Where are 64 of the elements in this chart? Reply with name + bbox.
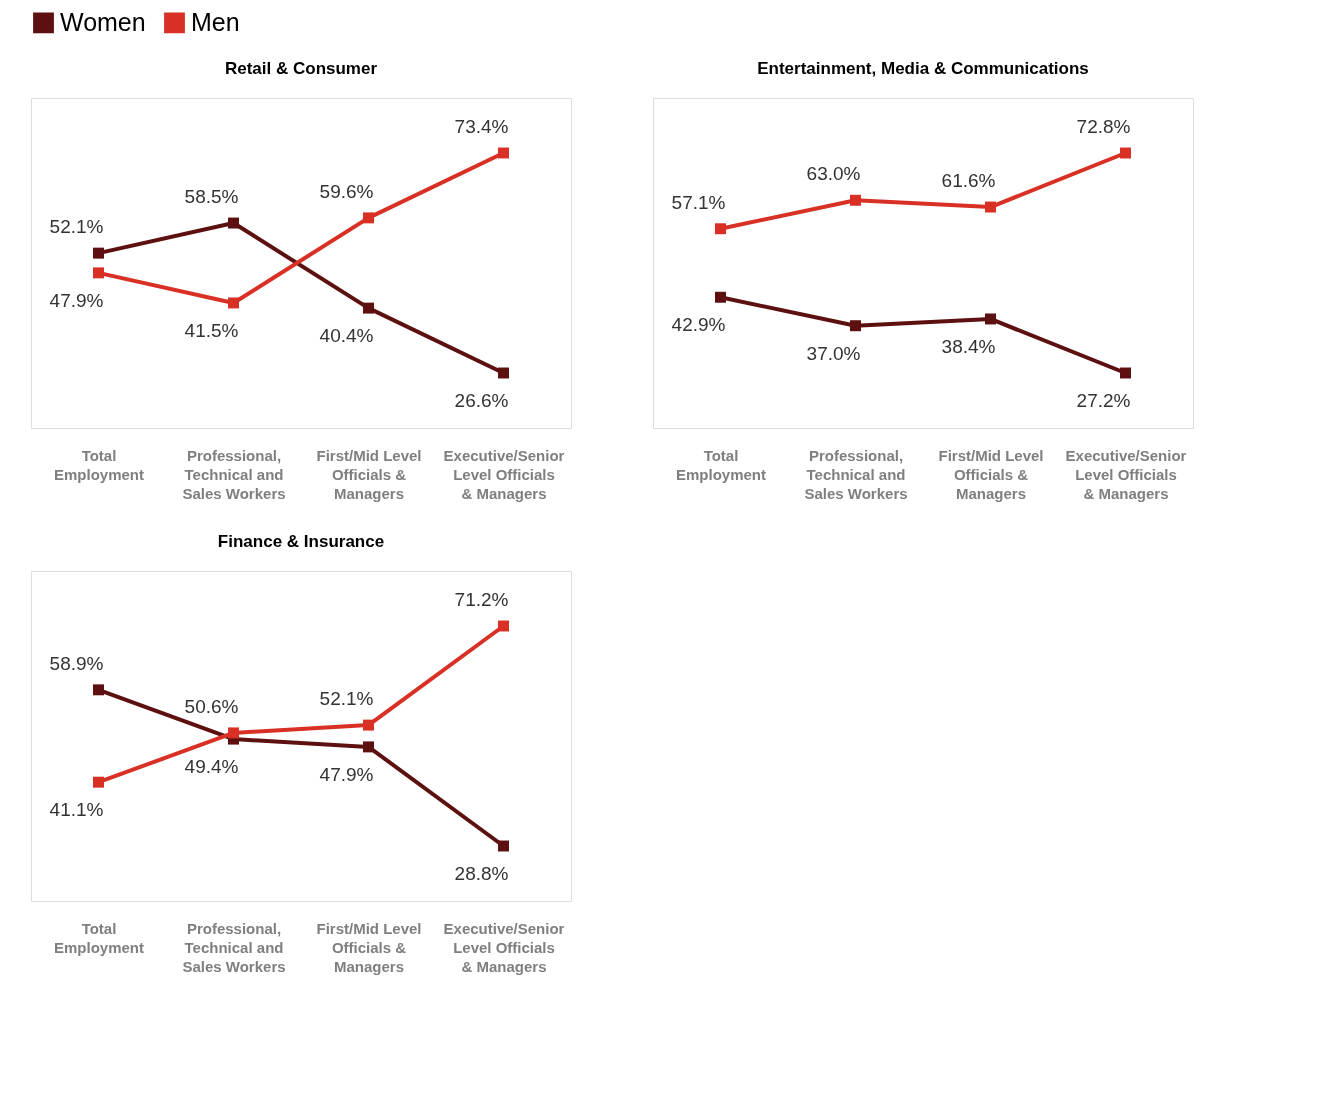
data-label: 38.4% (941, 335, 996, 357)
data-label: 73.4% (454, 116, 509, 137)
data-label: 27.2% (1076, 390, 1131, 411)
point (985, 201, 996, 213)
data-label: 63.0% (806, 163, 861, 185)
data-label: 71.2% (454, 589, 509, 610)
point (228, 217, 239, 229)
x-tick-label: First/Mid Level Officials & Managers (316, 446, 422, 502)
chart-title: Retail & Consumer (224, 59, 378, 78)
point (93, 776, 104, 788)
data-label: 58.9% (49, 652, 104, 674)
x-tick-label: Executive/Senior Level Officials & Managers (443, 446, 565, 502)
data-label: 57.1% (671, 191, 726, 213)
data-label: 42.9% (671, 314, 726, 336)
data-label: 58.5% (184, 186, 239, 208)
point (93, 684, 104, 696)
point (850, 320, 861, 332)
data-label: 28.8% (454, 863, 509, 884)
x-tick-label: Total Employment (53, 919, 145, 956)
data-label: 72.8% (1076, 116, 1131, 137)
point (228, 297, 239, 309)
data-label: 47.9% (319, 763, 374, 785)
legend-label: Men (191, 7, 240, 36)
x-tick-label: Professional, Technical and Sales Workers (182, 446, 286, 502)
data-label: 61.6% (941, 170, 996, 192)
x-tick-label: Professional, Technical and Sales Workers (804, 446, 908, 502)
point (93, 247, 104, 259)
data-label: 37.0% (806, 342, 861, 364)
point (498, 840, 509, 852)
point (363, 302, 374, 314)
x-tick-label: Professional, Technical and Sales Workers (182, 919, 286, 975)
point (1120, 147, 1131, 159)
x-tick-label: Total Employment (53, 446, 145, 483)
data-label: 40.4% (319, 325, 374, 347)
point (985, 313, 996, 325)
point (363, 719, 374, 731)
data-label: 41.5% (184, 319, 239, 341)
data-label: 59.6% (319, 180, 374, 202)
data-label: 52.1% (319, 688, 374, 710)
x-tick-label: Executive/Senior Level Officials & Managers (443, 919, 565, 975)
data-label: 50.6% (184, 695, 239, 717)
point (363, 212, 374, 224)
point (715, 223, 726, 235)
point (228, 727, 239, 739)
point (93, 267, 104, 279)
data-label: 49.4% (184, 756, 239, 778)
x-tick-label: Total Employment (675, 446, 767, 483)
data-label: 52.1% (49, 216, 104, 238)
point (1120, 367, 1131, 379)
chart-title: Entertainment, Media & Communications (757, 59, 1089, 78)
point (498, 147, 509, 159)
data-label: 41.1% (49, 799, 104, 821)
point (850, 194, 861, 206)
x-tick-label: First/Mid Level Officials & Managers (316, 919, 422, 975)
chart-title: Finance & Insurance (217, 532, 385, 551)
point (715, 291, 726, 303)
point (498, 620, 509, 632)
x-tick-label: Executive/Senior Level Officials & Managers (1065, 446, 1187, 502)
point (498, 367, 509, 379)
data-label: 47.9% (49, 289, 104, 311)
legend-label: Women (60, 7, 146, 36)
point (363, 741, 374, 753)
x-tick-label: First/Mid Level Officials & Managers (938, 446, 1044, 502)
data-label: 26.6% (454, 390, 509, 411)
